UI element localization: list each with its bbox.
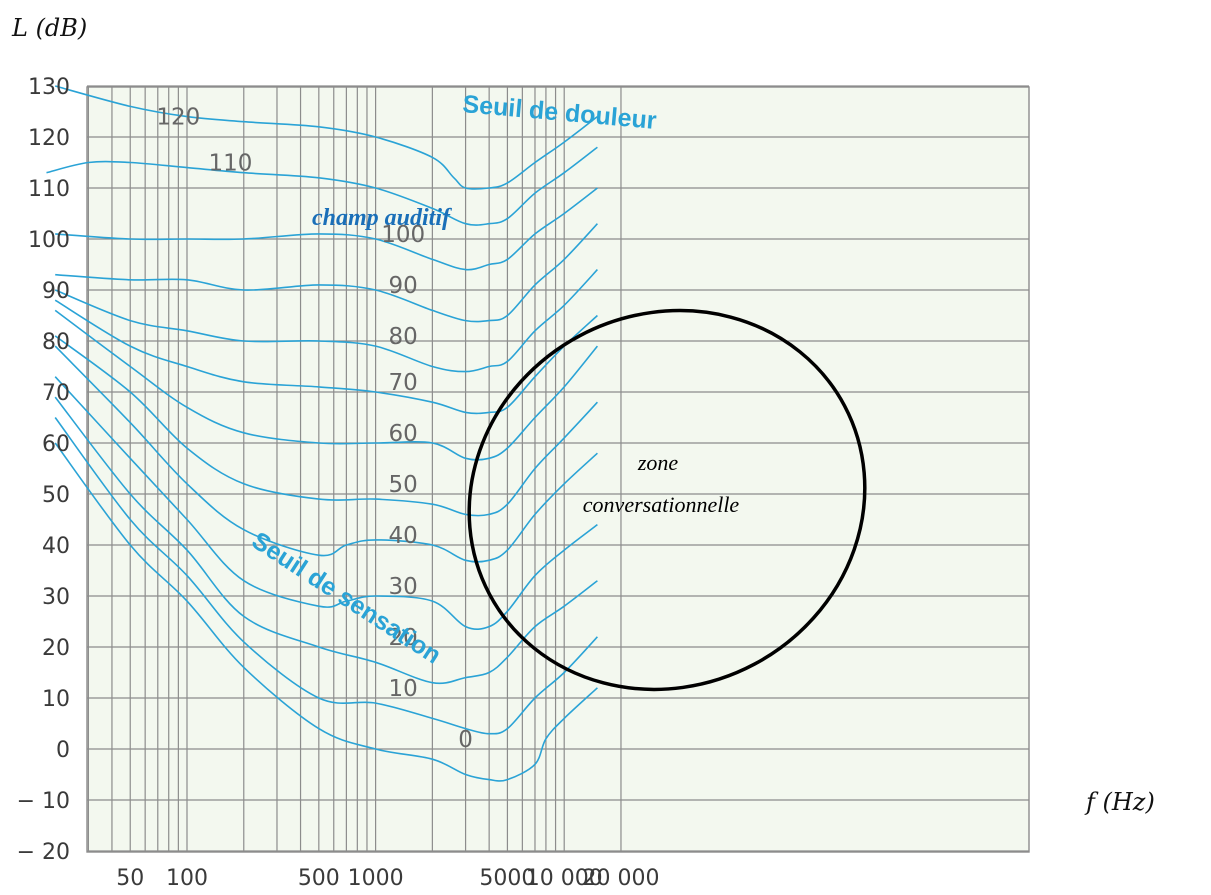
y-tick-label: 100: [28, 228, 70, 253]
curve-100-phon: [55, 187, 598, 271]
curve-50-phon: [54, 335, 598, 517]
curve-120-phon: [54, 85, 598, 190]
y-tick-label: 30: [42, 585, 70, 610]
curve-label-30: 30: [389, 574, 418, 600]
y-tick-label: 60: [42, 432, 70, 457]
hearing-field-label: champ auditif: [312, 205, 452, 231]
plot-frame: [86, 86, 1030, 853]
y-tick-label: 90: [42, 279, 70, 304]
conversation-zone-label-line2: conversationnelle: [583, 492, 740, 517]
y-tick-label: 70: [42, 381, 70, 406]
x-axis-title: f (Hz): [1084, 788, 1155, 816]
curve-label-0: 0: [458, 727, 473, 753]
curve-20-phon: [54, 396, 598, 685]
y-tick-label: 20: [42, 636, 70, 661]
curve-110-phon: [46, 146, 598, 226]
grid: [86, 85, 1030, 853]
curve-label-60: 60: [389, 421, 418, 447]
conversation-zone-ellipse: [467, 308, 867, 692]
x-tick-label: 100: [166, 866, 208, 891]
curve-30-phon: [54, 376, 598, 630]
curve-label-80: 80: [389, 324, 418, 350]
conversation-zone-label-line1: zone: [637, 450, 679, 475]
curve-label-120: 120: [156, 105, 200, 131]
curve-0-phon: [54, 442, 598, 782]
curve-labels: 0 10 20 30 40 50 60 70 80 90 100 110 120: [156, 105, 472, 753]
curve-80-phon: [54, 269, 598, 373]
x-tick-label: 20 000: [582, 866, 659, 891]
y-tick-label: 80: [42, 330, 70, 355]
plot-background: [87, 87, 1029, 852]
y-tick-label: 10: [42, 687, 70, 712]
curve-label-20: 20: [389, 625, 418, 651]
y-tick-label: 120: [28, 126, 70, 151]
curve-label-110: 110: [209, 151, 253, 177]
curve-label-100: 100: [381, 222, 425, 248]
curves: [46, 85, 599, 782]
y-tick-label: 130: [28, 75, 70, 100]
curve-label-40: 40: [389, 523, 418, 549]
x-tick-label: 500: [298, 866, 340, 891]
y-tick-label: 50: [42, 483, 70, 508]
curve-70-phon: [54, 299, 598, 415]
curve-label-10: 10: [389, 676, 418, 702]
x-tick-label: 50: [116, 866, 144, 891]
y-tick-label: 0: [56, 738, 70, 763]
y-tick-label: 40: [42, 534, 70, 559]
curve-40-phon: [54, 345, 598, 563]
x-tick-label: 5000: [479, 866, 535, 891]
y-tick-label: 110: [28, 177, 70, 202]
curve-label-50: 50: [389, 472, 418, 498]
curve-90-phon: [55, 223, 598, 323]
y-axis-title: L (dB): [11, 14, 87, 42]
curve-10-phon: [54, 417, 598, 735]
curve-60-phon: [54, 309, 599, 461]
y-tick-label: − 20: [17, 840, 70, 865]
x-tick-label: 1000: [348, 866, 404, 891]
curve-label-70: 70: [389, 370, 418, 396]
x-tick-label: 10 000: [526, 866, 603, 891]
y-tick-label: − 10: [17, 789, 70, 814]
curve-label-90: 90: [389, 273, 418, 299]
